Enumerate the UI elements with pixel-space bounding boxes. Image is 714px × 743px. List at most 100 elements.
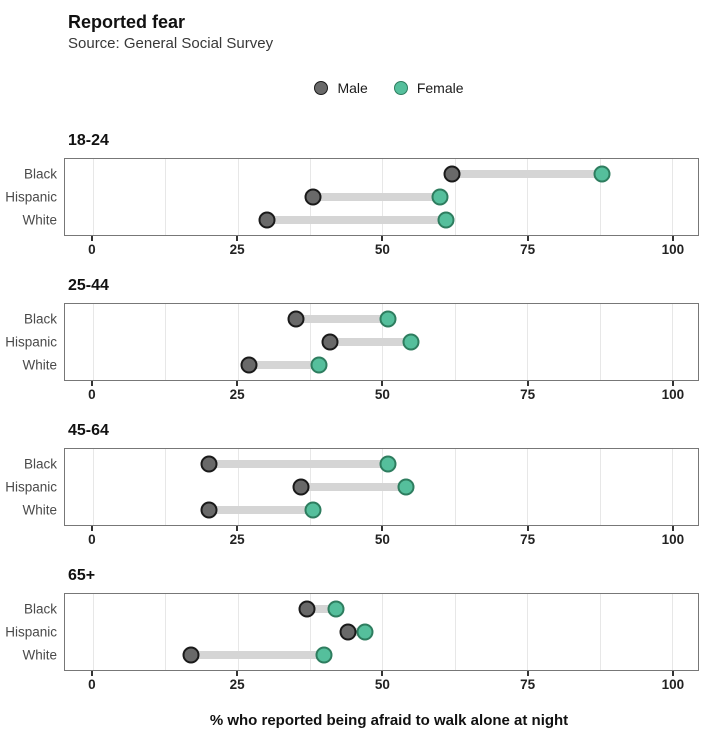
gridline	[599, 304, 601, 380]
dumbbell-connector	[295, 315, 389, 324]
gridline	[382, 594, 384, 670]
dumbbell-connector	[307, 605, 337, 614]
legend-item-female: Female	[393, 80, 464, 96]
x-tick-label: 50	[374, 242, 390, 257]
y-axis-label: White	[22, 502, 57, 518]
male-dot-65+-White	[182, 646, 200, 664]
x-tick-label: 75	[520, 242, 536, 257]
x-tick-label: 0	[88, 677, 96, 692]
legend-item-male: Male	[314, 80, 368, 96]
x-tick-label: 100	[661, 532, 685, 547]
y-axis-label: Hispanic	[5, 189, 57, 205]
gridline	[527, 304, 529, 380]
x-tick-mark	[671, 671, 674, 676]
x-tick-label: 75	[520, 677, 536, 692]
y-axis-label: White	[22, 357, 57, 373]
gridline	[237, 304, 239, 380]
male-dot-18-24-Hispanic	[304, 188, 322, 206]
y-axis-labels: Black Hispanic White	[0, 158, 64, 236]
female-dot-65+-Black	[327, 600, 345, 618]
panel-groups: 18-24 Black Hispanic White 0 25 50 75 100 25-44 Bl…	[0, 132, 714, 695]
y-axis-label: Black	[23, 166, 57, 182]
female-dot-18-24-White	[437, 211, 455, 229]
legend-label-female: Female	[416, 80, 464, 96]
dumbbell-connector	[312, 193, 441, 201]
chart-header: Reported fear Source: General Social Sur…	[68, 10, 714, 54]
x-axis: 0 25 50 75 100	[64, 671, 699, 695]
y-axis-labels: Black Hispanic White	[0, 303, 64, 381]
male-dot-45-64-Hispanic	[292, 478, 310, 496]
chart-title: Reported fear	[68, 12, 186, 32]
gridline	[599, 159, 601, 235]
y-axis-label: Black	[23, 456, 57, 472]
male-dot-45-64-White	[200, 501, 218, 519]
male-dot-65+-Black	[298, 600, 316, 618]
gridline	[671, 304, 673, 380]
x-tick-label: 0	[88, 242, 96, 257]
dumbbell-connector	[266, 215, 447, 224]
male-dot-65+-Hispanic	[339, 623, 357, 641]
gridline	[165, 449, 167, 525]
y-axis-labels: Black Hispanic White	[0, 593, 64, 671]
x-tick-mark	[381, 381, 384, 386]
gridline	[92, 304, 94, 380]
dumbbell-connector	[208, 460, 389, 469]
x-tick-label: 25	[229, 677, 245, 692]
x-tick-mark	[381, 526, 384, 531]
x-axis: 0 25 50 75 100	[64, 381, 699, 405]
female-dot-25-44-Black	[379, 310, 397, 328]
female-dot-65+-White	[315, 646, 333, 664]
female-dot-18-24-Black	[593, 165, 611, 183]
legend-label-male: Male	[337, 80, 368, 96]
gridline	[92, 594, 94, 670]
x-tick-mark	[90, 526, 93, 531]
x-tick-label: 0	[88, 387, 96, 402]
dumbbell-connector	[451, 170, 603, 179]
gridline	[309, 304, 311, 380]
x-tick-label: 75	[520, 387, 536, 402]
gridline	[599, 594, 601, 670]
female-dot-18-24-Hispanic	[431, 188, 449, 206]
female-dot-25-44-Hispanic	[402, 333, 420, 351]
x-tick-mark	[526, 381, 529, 386]
x-tick-mark	[526, 526, 529, 531]
x-tick-label: 0	[88, 532, 96, 547]
dumbbell-connector	[191, 650, 325, 659]
legend: Male Female	[64, 80, 714, 96]
x-tick-label: 100	[661, 387, 685, 402]
x-tick-mark	[671, 236, 674, 241]
y-axis-label: Hispanic	[5, 334, 57, 350]
gridline	[527, 594, 529, 670]
x-tick-mark	[381, 236, 384, 241]
y-axis-label: White	[22, 212, 57, 228]
x-tick-mark	[90, 236, 93, 241]
x-tick-label: 100	[661, 677, 685, 692]
x-axis: 0 25 50 75 100	[64, 526, 699, 550]
y-axis-label: Hispanic	[5, 624, 57, 640]
x-tick-label: 25	[229, 532, 245, 547]
x-tick-mark	[671, 381, 674, 386]
female-dot-45-64-White	[304, 501, 322, 519]
gridline	[92, 159, 94, 235]
gridline	[237, 449, 239, 525]
gridline	[527, 159, 529, 235]
panel-group-65+: 65+ Black Hispanic White 0 25 50 75 100	[0, 567, 714, 695]
x-axis-title: % who reported being afraid to walk alon…	[209, 712, 569, 729]
dumbbell-connector	[347, 628, 365, 636]
dumbbell-connector	[301, 483, 406, 491]
x-tick-label: 100	[661, 242, 685, 257]
x-tick-mark	[236, 526, 239, 531]
panel-title: 25-44	[68, 277, 109, 294]
x-tick-mark	[90, 381, 93, 386]
x-tick-mark	[671, 526, 674, 531]
panel-title: 45-64	[68, 422, 109, 439]
gridline	[454, 449, 456, 525]
gridline	[454, 304, 456, 380]
gridline	[165, 159, 167, 235]
female-dot-25-44-White	[310, 356, 328, 374]
panel-group-18-24: 18-24 Black Hispanic White 0 25 50 75 100	[0, 132, 714, 260]
x-tick-mark	[236, 671, 239, 676]
panel-group-45-64: 45-64 Black Hispanic White 0 25 50 75 100	[0, 422, 714, 550]
male-dot-25-44-Black	[287, 310, 304, 328]
panel-group-25-44: 25-44 Black Hispanic White 0 25 50 75 100	[0, 277, 714, 405]
